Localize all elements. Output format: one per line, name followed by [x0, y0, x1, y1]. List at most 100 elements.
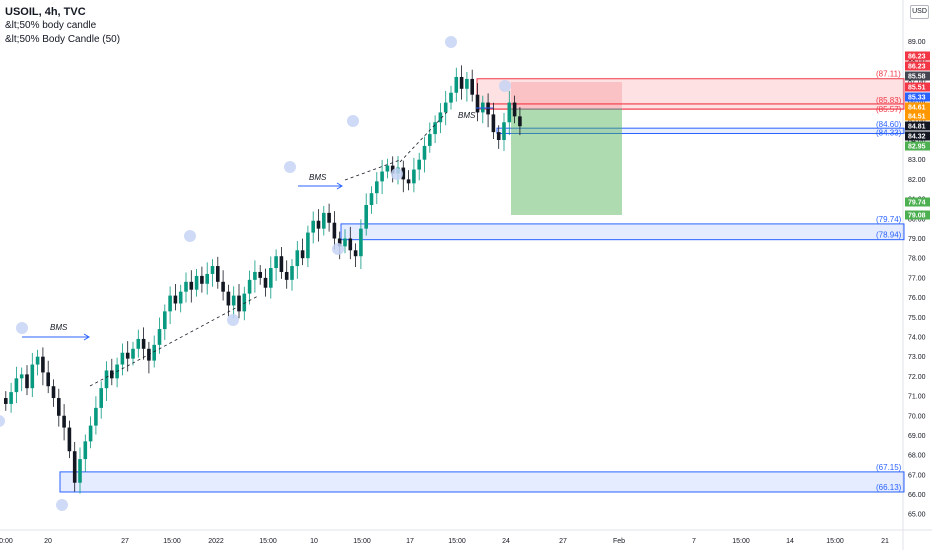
price-axis[interactable]: 89.0088.0087.0086.0085.0084.0083.0082.00…: [908, 39, 926, 519]
candle-body: [226, 291, 231, 306]
price-tick-label: 75.00: [908, 315, 926, 322]
candle-body: [322, 212, 326, 229]
candle-body: [14, 378, 19, 393]
candle-body: [131, 348, 135, 359]
price-tick-label: 68.00: [908, 453, 926, 460]
candle-body: [385, 165, 390, 172]
candle-body: [438, 112, 443, 123]
price-tag-label: 86.23: [908, 54, 926, 61]
candle-body: [258, 271, 262, 278]
candle-body: [406, 179, 411, 184]
price-tick-label: 67.00: [908, 472, 926, 479]
candle-body: [205, 273, 209, 284]
candle-body: [99, 388, 103, 408]
currency-button[interactable]: USD: [910, 5, 929, 19]
candle-body: [4, 398, 8, 404]
price-tag-label: 79.74: [908, 200, 926, 207]
swing-point-marker: [0, 415, 5, 427]
bms-2[interactable]: BMS: [298, 173, 343, 190]
candle-body: [237, 295, 241, 312]
candle-body: [311, 220, 315, 233]
risk-box[interactable]: [511, 82, 622, 109]
price-tick-label: 71.00: [908, 394, 926, 401]
bms-2-arrowhead: [336, 182, 343, 190]
price-tag: [905, 51, 930, 61]
supply-zone[interactable]: (87.11) (85.83) (85.57): [476, 70, 905, 114]
time-tick-label: 15:00: [732, 538, 750, 545]
candle-body: [9, 392, 13, 404]
candle-body: [83, 441, 88, 460]
candle-body: [369, 193, 374, 205]
time-tick-label: 17: [406, 538, 414, 545]
candle-body: [200, 275, 204, 284]
time-tick-label: 14: [786, 538, 794, 545]
candle-body: [300, 250, 305, 259]
price-tag: [905, 131, 930, 141]
candle-body: [459, 76, 464, 89]
swing-point-marker: [184, 230, 196, 242]
zone-79[interactable]: (79.74) (78.94): [340, 215, 905, 241]
candle-body: [390, 165, 395, 174]
swing-point-marker: [332, 243, 344, 255]
swing-points: [0, 36, 511, 511]
candle-body: [231, 295, 236, 306]
swing-point-marker: [445, 36, 457, 48]
candle-body: [242, 293, 247, 312]
price-tick-label: 72.00: [908, 374, 926, 381]
demand-zone-84[interactable]: [496, 127, 905, 135]
candle-body: [72, 451, 77, 483]
zone-84-top-label: (84.60): [876, 120, 902, 129]
time-axis[interactable]: 00:00 20 27 15:00 2022 15:00 10 15:00 17 15:00 24 2…: [0, 538, 889, 545]
price-tag: [905, 102, 930, 112]
candle-body: [316, 220, 321, 229]
time-tick-label: 15:00: [259, 538, 277, 545]
candle-body: [51, 386, 56, 399]
candle-body: [104, 370, 109, 389]
swing-point-marker: [391, 168, 403, 180]
candle-body: [290, 266, 294, 280]
candle-body: [306, 232, 310, 259]
price-tick-label: 78.00: [908, 256, 926, 263]
candle-body: [454, 76, 459, 93]
bms-3[interactable]: BMS: [458, 107, 493, 120]
time-tick-label: Feb: [613, 538, 625, 545]
trendline-2[interactable]: [344, 159, 401, 181]
candle-body: [284, 271, 289, 280]
candle-body: [120, 352, 125, 365]
candlestick-series: [4, 65, 522, 494]
reward-box[interactable]: [511, 109, 622, 215]
position-tool[interactable]: [511, 82, 622, 215]
candle-body: [337, 238, 342, 247]
supply-a-label: (85.83): [876, 96, 902, 105]
zone-84[interactable]: (84.60) (84.33): [496, 120, 905, 138]
price-tag: [905, 210, 930, 220]
candle-body: [269, 268, 273, 288]
candle-body: [67, 427, 72, 452]
price-tag-label: 85.33: [908, 95, 926, 102]
trendline-1[interactable]: [89, 295, 259, 387]
price-tag-label: 84.61: [908, 105, 926, 112]
price-tag-label: 84.51: [908, 114, 926, 121]
candle-body: [475, 94, 480, 113]
bms-1[interactable]: BMS: [22, 323, 90, 341]
zone-84-bottom-label: (84.33): [876, 129, 902, 138]
candle-body: [35, 356, 40, 365]
candle-body: [327, 212, 331, 223]
time-tick-label: 7: [692, 538, 696, 545]
swing-point-marker: [16, 322, 28, 334]
demand-zone-79[interactable]: [340, 223, 905, 241]
zone-67[interactable]: (67.15) (66.13): [59, 463, 905, 493]
bms-1-arrowhead: [83, 333, 90, 341]
candle-body: [417, 159, 421, 170]
price-tick-label: 85.00: [908, 118, 926, 125]
swing-point-marker: [227, 314, 239, 326]
time-tick-label: 27: [559, 538, 567, 545]
swing-point-marker: [284, 161, 296, 173]
supply-b-label: (85.57): [876, 105, 902, 114]
candle-body: [163, 311, 167, 330]
candle-body: [62, 415, 66, 428]
demand-zone-67[interactable]: [59, 471, 905, 493]
candle-body: [295, 250, 300, 267]
candle-body: [25, 374, 29, 389]
